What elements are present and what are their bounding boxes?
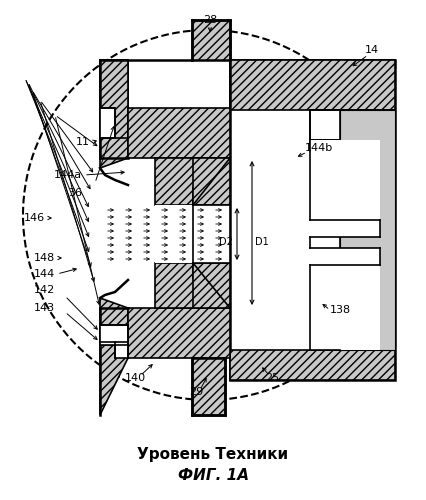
Polygon shape <box>128 308 230 358</box>
Bar <box>310 110 340 140</box>
Polygon shape <box>100 60 128 108</box>
Text: ФИГ. 1А: ФИГ. 1А <box>178 468 248 482</box>
Polygon shape <box>340 110 395 350</box>
Bar <box>155 205 220 263</box>
Polygon shape <box>100 108 115 138</box>
Bar <box>310 140 380 220</box>
Text: 146: 146 <box>24 213 45 223</box>
Polygon shape <box>340 110 395 350</box>
Polygon shape <box>230 350 395 380</box>
Text: 138: 138 <box>330 305 351 315</box>
Text: 25: 25 <box>265 373 279 383</box>
Polygon shape <box>100 325 128 358</box>
Polygon shape <box>155 158 220 205</box>
Text: 144: 144 <box>34 269 55 279</box>
Polygon shape <box>193 158 230 205</box>
Bar <box>100 325 128 345</box>
Text: 36: 36 <box>68 188 82 198</box>
Polygon shape <box>100 60 128 168</box>
Text: 11: 11 <box>76 137 90 147</box>
Bar <box>310 220 380 237</box>
Polygon shape <box>100 298 128 415</box>
Text: 142: 142 <box>34 285 55 295</box>
Polygon shape <box>192 358 225 415</box>
Text: 144b: 144b <box>305 143 333 153</box>
Bar <box>310 140 340 150</box>
Text: 144a: 144a <box>54 170 82 180</box>
Text: 140: 140 <box>124 373 146 383</box>
Text: D1: D1 <box>255 237 269 247</box>
Text: 28: 28 <box>203 15 217 25</box>
Polygon shape <box>192 20 230 60</box>
Text: 14: 14 <box>365 45 379 55</box>
Polygon shape <box>230 60 395 110</box>
Polygon shape <box>193 205 230 263</box>
Bar <box>310 265 380 350</box>
Polygon shape <box>230 60 395 380</box>
Polygon shape <box>128 108 230 158</box>
Text: Уровень Техники: Уровень Техники <box>138 448 288 462</box>
Text: 143: 143 <box>34 303 55 313</box>
Polygon shape <box>230 60 395 105</box>
Polygon shape <box>155 263 220 308</box>
Text: 148: 148 <box>34 253 55 263</box>
Text: 29: 29 <box>189 387 203 397</box>
Polygon shape <box>193 263 230 308</box>
Text: D2: D2 <box>219 237 233 247</box>
Bar <box>310 248 380 265</box>
